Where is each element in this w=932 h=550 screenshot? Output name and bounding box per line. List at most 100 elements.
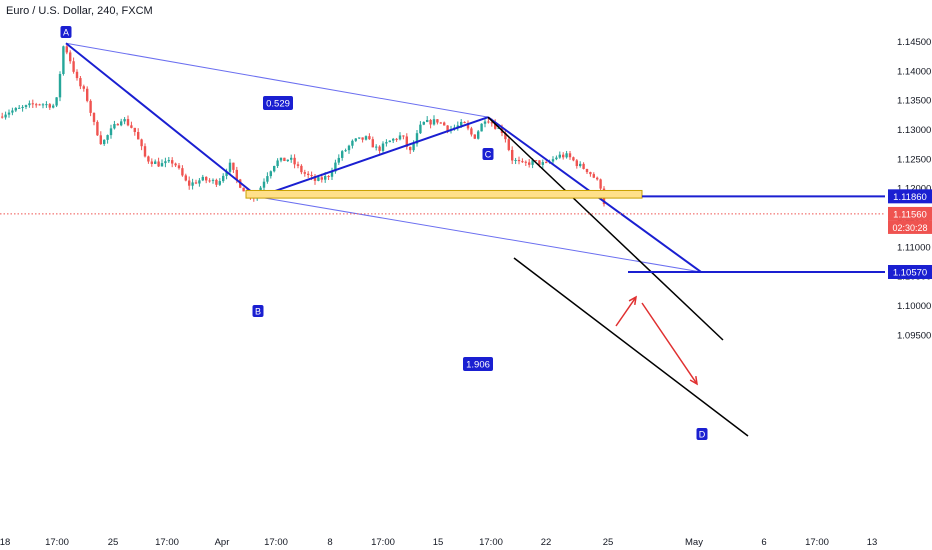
pattern-line-bd <box>257 196 702 273</box>
y-tick-label: 1.12500 <box>897 154 931 165</box>
candle-body <box>273 166 276 172</box>
candle-body <box>436 119 439 123</box>
y-tick-label: 1.10000 <box>897 301 931 312</box>
candle-body <box>385 142 388 144</box>
candle-body <box>344 150 347 152</box>
candle-body <box>181 168 184 176</box>
candle-body <box>4 114 7 118</box>
candle-body <box>494 123 497 129</box>
candle-body <box>52 105 55 108</box>
arrow-up-shaft <box>615 296 637 327</box>
candle-body <box>225 171 228 176</box>
candle-body <box>103 139 106 145</box>
candle-body <box>317 177 320 181</box>
candle-body <box>62 46 65 74</box>
candle-body <box>262 181 266 188</box>
candle-body <box>79 78 82 87</box>
candle-body <box>18 107 21 109</box>
candle-body <box>7 112 11 115</box>
candle-body <box>446 125 449 131</box>
candle-body <box>58 73 62 98</box>
candle-body <box>341 151 344 158</box>
candle-body <box>443 122 446 126</box>
candle-body <box>517 159 521 162</box>
candle-body <box>568 153 572 158</box>
candle-body <box>572 157 575 161</box>
candle-body <box>473 134 476 139</box>
x-tick-label: 15 <box>433 537 444 548</box>
candle-body <box>545 162 548 164</box>
candle-body <box>402 135 405 137</box>
candle-body <box>143 146 147 157</box>
candle-body <box>65 46 68 53</box>
candle-body <box>164 161 167 164</box>
y-tick-label: 1.14000 <box>897 66 931 77</box>
candle-body <box>497 127 500 129</box>
x-tick-label: May <box>685 537 703 548</box>
candle-body <box>555 157 558 160</box>
candle-body <box>347 145 351 151</box>
candle-body <box>531 160 534 165</box>
candle-body <box>395 138 398 140</box>
candle-body <box>432 119 436 125</box>
candle-body <box>242 187 245 192</box>
candle-body <box>106 135 109 140</box>
ratio-label: 0.529 <box>266 99 290 110</box>
x-tick-label: Apr <box>215 537 230 548</box>
candle-body <box>96 121 99 136</box>
candle-body <box>490 122 493 124</box>
candle-body <box>286 159 289 162</box>
candle-body <box>130 125 133 128</box>
candle-body <box>565 153 568 158</box>
candle-body <box>429 119 432 125</box>
candle-body <box>320 177 323 180</box>
candle-body <box>327 176 330 178</box>
point-label: A <box>63 28 69 38</box>
candle-body <box>487 121 490 123</box>
ratio-label-box <box>463 357 493 371</box>
demand-zone[interactable] <box>245 189 643 199</box>
x-tick-label: 25 <box>603 537 614 548</box>
candle-body <box>31 103 34 105</box>
candle-body <box>460 121 463 126</box>
candle-body <box>351 140 354 146</box>
candle-body <box>1 116 4 118</box>
candle-body <box>354 138 357 141</box>
candle-body <box>422 121 425 125</box>
candle-body <box>330 171 334 177</box>
x-tick-label: 17:00 <box>45 537 69 548</box>
point-label-box <box>482 148 494 160</box>
candle-body <box>232 162 235 170</box>
candle-body <box>109 128 113 136</box>
candle-body <box>592 174 595 178</box>
price-tag-level-1: 1.11860 <box>893 192 927 203</box>
candle-body <box>589 172 592 175</box>
candle-body <box>188 180 191 186</box>
price-tag-level-1-box <box>888 189 932 204</box>
candle-body <box>160 163 164 167</box>
chart-title: Euro / U.S. Dollar, 240, FXCM <box>6 5 153 17</box>
x-tick-label: 17:00 <box>155 537 179 548</box>
candle-body <box>69 52 72 62</box>
pattern-line-ac <box>65 42 489 118</box>
pattern-leg-ab <box>65 42 259 198</box>
candle-body <box>405 136 408 147</box>
candle-body <box>521 161 524 163</box>
candle-body <box>14 108 17 111</box>
candle-body <box>398 135 402 140</box>
point-label-box <box>252 305 264 317</box>
channel-upper-line <box>487 116 724 341</box>
candle-body <box>126 119 130 126</box>
candle-body <box>361 137 364 140</box>
candle-body <box>38 104 41 106</box>
candle-body <box>86 88 89 101</box>
candle-body <box>215 179 218 185</box>
candle-body <box>300 165 303 173</box>
candle-body <box>167 160 170 162</box>
candle-body <box>137 131 140 140</box>
y-tick-label: 1.12000 <box>897 184 931 195</box>
candle-body <box>266 176 269 182</box>
y-tick-label: 1.13000 <box>897 125 931 136</box>
candle-body <box>174 163 177 166</box>
